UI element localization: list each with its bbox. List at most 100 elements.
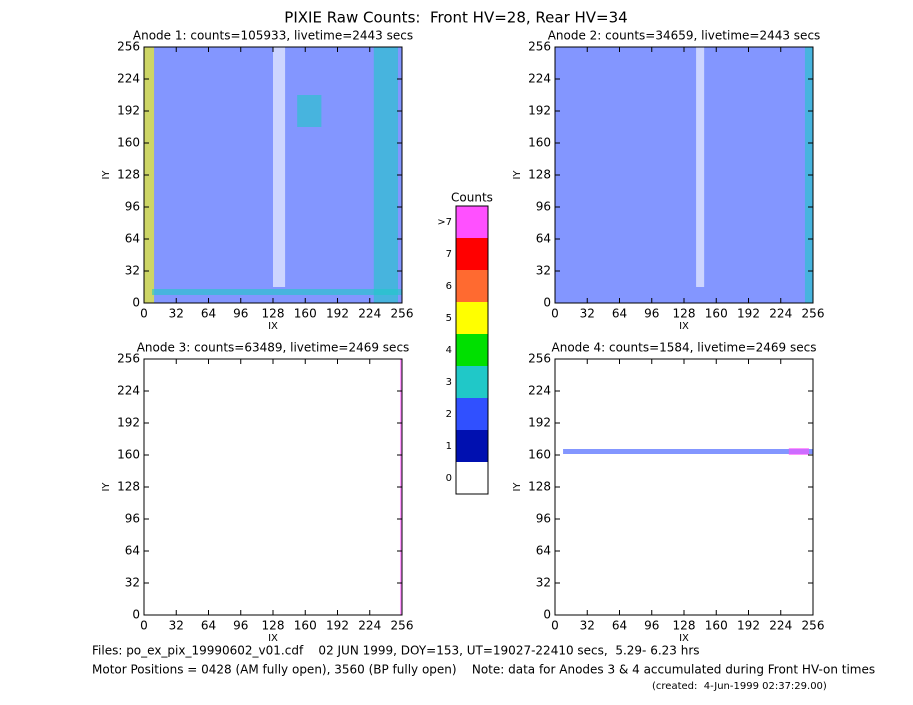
y-axis-label: IY (512, 170, 523, 180)
count-region (152, 289, 402, 295)
y-tick-label: 96 (125, 512, 140, 526)
x-axis-label: IX (679, 633, 689, 644)
y-tick-label: 96 (536, 512, 551, 526)
x-tick-label: 0 (551, 307, 559, 321)
colorbar-swatch (456, 238, 488, 270)
y-tick-label: 128 (117, 480, 140, 494)
panel-title: Anode 2: counts=34659, livetime=2443 sec… (548, 29, 821, 43)
x-tick-label: 96 (644, 619, 659, 633)
colorbar-label: 1 (446, 441, 452, 452)
colorbar-label: 4 (446, 345, 452, 356)
x-axis-label: IX (679, 321, 689, 332)
x-tick-label: 0 (140, 307, 148, 321)
count-region (273, 47, 286, 287)
x-tick-label: 96 (233, 619, 248, 633)
y-tick-label: 256 (117, 352, 140, 366)
x-tick-label: 64 (612, 307, 627, 321)
y-tick-label: 64 (125, 544, 140, 558)
count-region (297, 95, 322, 127)
y-axis-label: IY (101, 482, 112, 492)
y-tick-label: 32 (536, 264, 551, 278)
colorbar-swatch (456, 398, 488, 430)
y-axis-label: IY (101, 170, 112, 180)
y-tick-label: 0 (543, 608, 551, 622)
y-tick-label: 160 (117, 136, 140, 150)
colorbar-frame (455, 205, 489, 495)
colorbar-swatch (456, 270, 488, 302)
colorbar-swatch (456, 366, 488, 398)
colorbar-title: Counts (451, 191, 493, 205)
x-tick-label: 32 (580, 619, 595, 633)
panel-title: Anode 1: counts=105933, livetime=2443 se… (133, 29, 413, 43)
colorbar-label: 3 (446, 377, 452, 388)
y-tick-label: 32 (125, 576, 140, 590)
y-tick-label: 96 (536, 200, 551, 214)
y-tick-label: 256 (117, 40, 140, 54)
x-tick-label: 224 (358, 619, 381, 633)
y-tick-label: 0 (543, 296, 551, 310)
x-tick-label: 160 (705, 619, 728, 633)
x-tick-label: 256 (391, 619, 414, 633)
x-tick-label: 224 (358, 307, 381, 321)
x-tick-label: 96 (644, 307, 659, 321)
y-tick-label: 192 (117, 104, 140, 118)
y-tick-label: 64 (125, 232, 140, 246)
y-tick-label: 192 (528, 104, 551, 118)
colorbar-label: 6 (446, 281, 452, 292)
y-tick-label: 192 (117, 416, 140, 430)
x-tick-label: 256 (391, 307, 414, 321)
y-tick-label: 0 (132, 608, 140, 622)
count-region (563, 449, 813, 454)
x-tick-label: 256 (802, 619, 825, 633)
x-tick-label: 64 (612, 619, 627, 633)
x-tick-label: 192 (326, 307, 349, 321)
x-tick-label: 160 (294, 619, 317, 633)
colorbar-swatch (456, 430, 488, 462)
count-region (144, 47, 155, 303)
y-tick-label: 192 (528, 416, 551, 430)
x-tick-label: 96 (233, 307, 248, 321)
count-region (555, 47, 813, 303)
count-region (373, 47, 398, 303)
x-axis-label: IX (268, 321, 278, 332)
x-tick-label: 192 (326, 619, 349, 633)
y-tick-label: 96 (125, 200, 140, 214)
count-region (696, 47, 705, 287)
y-tick-label: 224 (528, 384, 551, 398)
colorbar-swatch (456, 206, 488, 238)
x-tick-label: 192 (737, 307, 760, 321)
x-tick-label: 0 (140, 619, 148, 633)
y-tick-label: 256 (528, 352, 551, 366)
y-tick-label: 64 (536, 232, 551, 246)
colorbar-swatch (456, 302, 488, 334)
colorbar-label: 0 (446, 473, 452, 484)
y-tick-label: 160 (117, 448, 140, 462)
panel-title: Anode 3: counts=63489, livetime=2469 sec… (137, 341, 410, 355)
footer-line: (created: 4-Jun-1999 02:37:29.00) (652, 681, 827, 692)
y-tick-label: 160 (528, 448, 551, 462)
x-tick-label: 32 (169, 619, 184, 633)
footer-line: Motor Positions = 0428 (AM fully open), … (92, 663, 875, 677)
panel-title: Anode 4: counts=1584, livetime=2469 secs (552, 341, 817, 355)
plot-frame (554, 358, 814, 616)
colorbar-swatch (456, 334, 488, 366)
x-tick-label: 32 (169, 307, 184, 321)
count-region (788, 448, 809, 455)
x-tick-label: 128 (673, 619, 696, 633)
colorbar-label: 7 (446, 249, 452, 260)
x-tick-label: 128 (262, 619, 285, 633)
y-tick-label: 128 (117, 168, 140, 182)
y-tick-label: 128 (528, 168, 551, 182)
x-tick-label: 192 (737, 619, 760, 633)
x-tick-label: 64 (201, 307, 216, 321)
x-tick-label: 128 (262, 307, 285, 321)
y-tick-label: 224 (117, 72, 140, 86)
y-tick-label: 64 (536, 544, 551, 558)
x-tick-label: 160 (705, 307, 728, 321)
y-tick-label: 32 (125, 264, 140, 278)
x-axis-label: IX (268, 633, 278, 644)
x-tick-label: 224 (769, 307, 792, 321)
x-tick-label: 128 (673, 307, 696, 321)
x-tick-label: 224 (769, 619, 792, 633)
